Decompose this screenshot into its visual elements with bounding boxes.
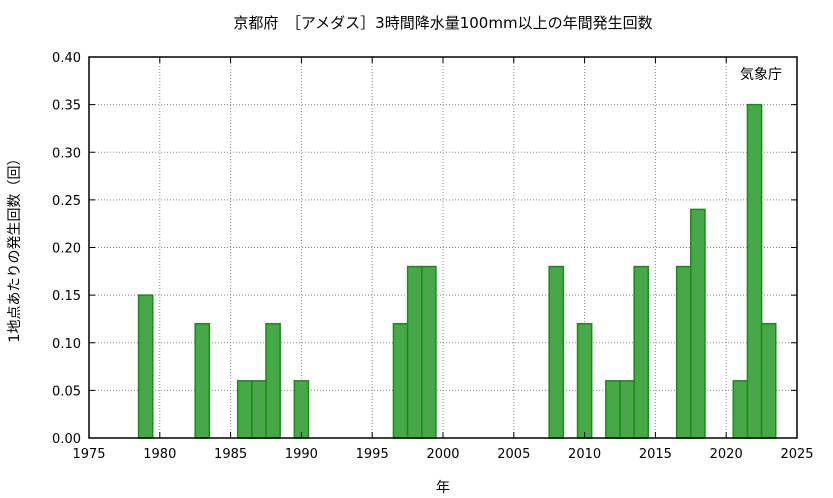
bar-2012	[605, 380, 621, 439]
y-tick-label: 0.20	[52, 242, 81, 257]
bar-1986	[236, 380, 253, 439]
bar-2013	[619, 380, 635, 439]
bar-2022	[746, 103, 763, 439]
y-tick-label: 0.15	[52, 289, 81, 304]
x-tick-label: 1985	[214, 447, 247, 462]
y-tick-label: 0.30	[52, 146, 81, 161]
y-tick-label: 0.25	[52, 194, 81, 209]
y-tick-label: 0.40	[52, 51, 81, 66]
bar-1990	[293, 380, 310, 439]
bar-2021	[732, 380, 749, 439]
y-tick-label: 0.10	[52, 337, 81, 352]
bar-1997	[392, 322, 409, 439]
bar-1979	[137, 294, 154, 439]
bar-2023	[760, 322, 777, 439]
y-tick-label: 0.05	[52, 384, 81, 399]
bar-1983	[194, 322, 211, 439]
x-tick-label: 2000	[426, 447, 459, 462]
x-tick-label: 1990	[285, 447, 318, 462]
x-tick-label: 2005	[497, 447, 530, 462]
x-tick-label: 2010	[568, 447, 601, 462]
x-tick-label: 2020	[710, 447, 743, 462]
y-tick-label: 0.00	[52, 432, 81, 447]
x-axis-label: 年	[436, 480, 450, 496]
chart-title: 京都府 ［アメダス］3時間降水量100mm以上の年間発生回数	[233, 14, 652, 32]
bar-2010	[576, 322, 593, 439]
bar-2008	[548, 265, 565, 439]
bar-1988	[265, 322, 281, 439]
x-tick-label: 1980	[143, 447, 176, 462]
grid	[89, 57, 797, 438]
x-tick-label: 1975	[72, 447, 105, 462]
bar-1998	[406, 265, 423, 439]
axis-ticks: 0.00 0.05 0.10 0.15 0.20 0.25 0.30 0.35 0.40 1975…	[52, 51, 814, 462]
x-tick-label: 2015	[639, 447, 672, 462]
y-tick-label: 0.35	[52, 99, 81, 114]
bars	[137, 103, 777, 439]
bar-1987	[251, 380, 267, 439]
x-tick-label: 2025	[780, 447, 813, 462]
bar-2018	[690, 208, 706, 439]
x-tick-label: 1995	[356, 447, 389, 462]
y-axis-label: 1地点あたりの発生回数（回）	[7, 152, 23, 343]
source-annotation: 気象庁	[740, 67, 782, 83]
bar-2017	[675, 265, 692, 439]
bar-2014	[633, 265, 650, 439]
bar-1999	[421, 265, 437, 439]
